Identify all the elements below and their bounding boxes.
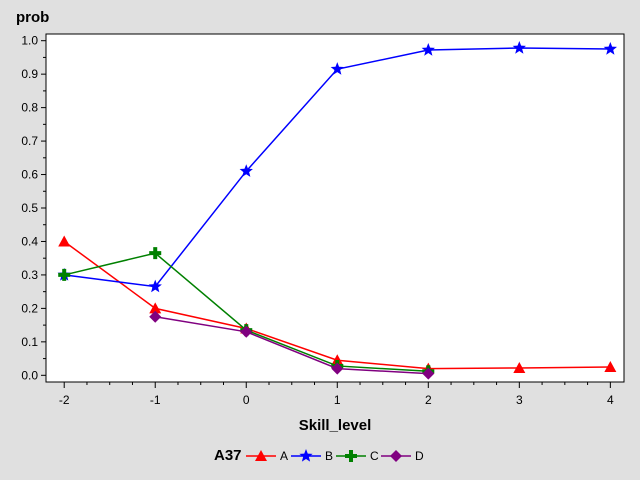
data-point-D bbox=[422, 367, 435, 380]
legend-item-B: B bbox=[291, 449, 333, 463]
legend-title: A37 bbox=[214, 447, 242, 464]
y-tick-label: 1.0 bbox=[21, 34, 38, 48]
y-tick-label: 0.3 bbox=[21, 268, 38, 282]
legend-marker-A bbox=[255, 450, 267, 461]
x-tick-label: 1 bbox=[334, 393, 341, 407]
x-tick-label: 4 bbox=[607, 393, 614, 407]
y-tick-label: 0.5 bbox=[21, 201, 38, 215]
legend-label: D bbox=[415, 449, 424, 463]
data-point-D bbox=[331, 362, 344, 375]
data-point-B bbox=[148, 279, 162, 293]
legend: A37 A B C D bbox=[214, 447, 424, 464]
data-point-D bbox=[240, 325, 253, 338]
legend-label: B bbox=[325, 449, 333, 463]
legend-label: C bbox=[370, 449, 379, 463]
data-point-A bbox=[149, 302, 162, 314]
x-tick-label: 2 bbox=[425, 393, 432, 407]
data-point-D bbox=[149, 310, 162, 323]
legend-item-D: D bbox=[381, 449, 424, 463]
series-layer bbox=[57, 41, 617, 380]
x-tick-label: 0 bbox=[243, 393, 250, 407]
y-tick-label: 0.8 bbox=[21, 101, 38, 115]
y-axis-title: prob bbox=[16, 9, 49, 26]
y-axis: 0.0 0.1 0.2 0.3 0.4 0.5 0.6 0.7 0.8 0.9 1.0 bbox=[21, 34, 46, 382]
plot-area bbox=[45, 33, 625, 383]
data-point-A bbox=[513, 361, 526, 373]
series-B bbox=[57, 41, 617, 293]
data-point-A bbox=[58, 235, 71, 247]
y-tick-label: 0.7 bbox=[21, 134, 38, 148]
y-tick-label: 0.0 bbox=[21, 368, 38, 382]
y-tick-label: 0.9 bbox=[21, 67, 38, 81]
data-point-B bbox=[603, 42, 617, 55]
series-line-D bbox=[155, 316, 429, 375]
data-point-B bbox=[512, 41, 526, 54]
x-axis: -2 -1 0 1 2 3 4 bbox=[59, 382, 614, 407]
data-point-B bbox=[330, 62, 344, 75]
legend-label: A bbox=[280, 449, 288, 463]
y-tick-label: 0.4 bbox=[21, 234, 38, 248]
legend-marker-B bbox=[299, 449, 313, 462]
x-axis-title: Skill_level bbox=[299, 417, 372, 434]
legend-item-C: C bbox=[336, 449, 379, 463]
y-tick-label: 0.1 bbox=[21, 335, 38, 349]
x-tick-label: 3 bbox=[516, 393, 523, 407]
legend-item-A: A bbox=[246, 449, 288, 463]
data-point-A bbox=[604, 360, 617, 372]
data-point-C bbox=[149, 247, 162, 260]
data-point-C bbox=[58, 268, 71, 281]
legend-marker-C bbox=[345, 450, 357, 462]
y-tick-label: 0.6 bbox=[21, 168, 38, 182]
x-tick-label: -1 bbox=[150, 393, 161, 407]
data-point-A bbox=[331, 354, 344, 366]
data-point-B bbox=[239, 164, 253, 177]
data-point-B bbox=[421, 43, 435, 56]
y-tick-label: 0.2 bbox=[21, 301, 38, 315]
legend-marker-D bbox=[390, 450, 402, 462]
x-tick-label: -2 bbox=[59, 393, 70, 407]
series-D bbox=[149, 310, 435, 380]
